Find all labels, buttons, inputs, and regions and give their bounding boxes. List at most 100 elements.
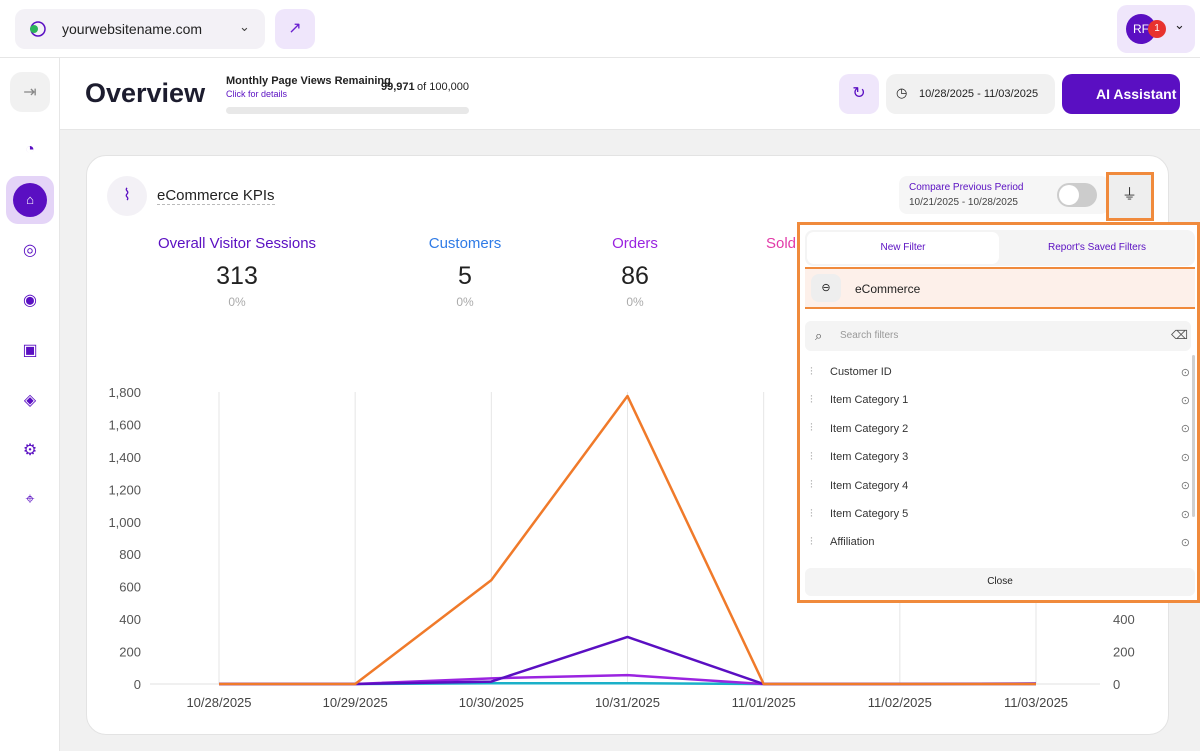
item-arrow: ⊙ — [1180, 536, 1190, 549]
tab-active[interactable]: New Filter — [807, 232, 999, 264]
nav-collapse[interactable]: ⇥ — [10, 72, 50, 112]
item-arrow: ⊙ — [1180, 394, 1190, 407]
kpi-change: 0% — [626, 295, 644, 309]
clear-icon[interactable]: ⌫ — [1171, 328, 1188, 342]
item-arrow: ⊙ — [1180, 480, 1190, 493]
item-icon: ⫶ — [810, 393, 813, 406]
x-tick-label: 10/29/2025 — [323, 695, 388, 710]
kpi: Customers 5 0% — [345, 235, 585, 309]
search-placeholder: Search filters — [840, 330, 899, 341]
y-tick-label: 800 — [119, 547, 141, 562]
nav-item[interactable]: ◈ — [23, 392, 37, 409]
open-site-button[interactable]: ↗ — [275, 9, 315, 49]
ai-assistant-button[interactable]: AI Assistant — [1062, 74, 1180, 114]
filter-item[interactable]: ⫶ Item Category 5 ⊙ — [810, 500, 1190, 528]
quota-bar — [226, 107, 469, 114]
series-line — [219, 394, 1036, 686]
item-label: Item Category 2 — [830, 422, 909, 435]
x-tick-label: 10/28/2025 — [186, 695, 251, 710]
nav-item[interactable]: ◎ — [23, 242, 37, 259]
y-tick-label: 600 — [119, 580, 141, 595]
page-header: Overview Monthly Page Views Remaining Cl… — [60, 58, 1200, 130]
y-tick-label: 1,800 — [108, 385, 141, 400]
filter-item[interactable]: ⫶ Customer ID ⊙ — [810, 358, 1190, 386]
nav-item[interactable]: ⌖ — [25, 491, 35, 508]
filter-panel: New Filter Report's Saved Filters ⊖ eCom… — [797, 222, 1200, 603]
kpi-value: 5 — [458, 262, 472, 290]
group-icon: ⊖ — [811, 274, 841, 302]
item-label: Item Category 4 — [830, 479, 909, 492]
filter-item[interactable]: ⫶ Item Category 4 ⊙ — [810, 472, 1190, 500]
tab[interactable]: Report's Saved Filters — [1047, 242, 1147, 253]
report-title: eCommerce KPIs — [157, 187, 275, 205]
y2-tick-label: 200 — [1113, 645, 1135, 660]
kpi-label: Overall Visitor Sessions — [157, 235, 317, 252]
quota-total: of 100,000 — [417, 81, 469, 93]
compare-range: 10/21/2025 - 10/28/2025 — [909, 197, 1018, 208]
nav-item[interactable]: ▣ — [22, 342, 38, 359]
y-tick-label: 1,400 — [108, 450, 141, 465]
account-menu[interactable]: RF 1 ⌄ — [1117, 5, 1195, 53]
nav-item[interactable]: ◔ — [25, 141, 35, 158]
x-tick-label: 10/30/2025 — [459, 695, 524, 710]
item-icon: ⫶ — [810, 507, 813, 520]
y-tick-label: 1,600 — [108, 417, 141, 432]
group-label: eCommerce — [855, 282, 921, 296]
item-icon: ⫶ — [810, 450, 813, 463]
compare-toggle[interactable]: Compare Previous Period 10/21/2025 - 10/… — [899, 176, 1109, 214]
close-button[interactable]: Close — [805, 568, 1195, 596]
tabs: New Filter Report's Saved Filters — [805, 230, 1195, 266]
nav-item-active[interactable]: ⌂ — [6, 176, 54, 224]
filter-item[interactable]: ⫶ Item Category 3 ⊙ — [810, 443, 1190, 471]
notification-badge: 1 — [1148, 20, 1166, 38]
quota-used: 99,971 — [381, 81, 415, 93]
chevron: ⌄ — [239, 19, 250, 34]
scrollbar — [1192, 355, 1195, 517]
site-name: yourwebsitename.com — [62, 21, 203, 37]
quota-link[interactable]: Click for details — [226, 89, 288, 99]
refresh-button[interactable]: ↻ — [839, 74, 879, 114]
nav-item[interactable]: ⚙ — [22, 442, 38, 459]
site-selector[interactable]: yourwebsitename.com ⌄ — [15, 9, 265, 49]
x-tick-label: 11/02/2025 — [868, 695, 932, 710]
x-tick-label: 11/03/2025 — [1004, 695, 1068, 710]
toggle[interactable] — [1057, 183, 1097, 207]
item-label: Item Category 1 — [830, 394, 909, 407]
filter-item[interactable]: ⫶ Item Category 2 ⊙ — [810, 415, 1190, 443]
item-arrow: ⊙ — [1180, 423, 1190, 436]
button-label: AI Assistant — [1096, 86, 1177, 102]
kpi: Orders 86 0% — [515, 235, 755, 309]
compare-label: Compare Previous Period — [909, 182, 1024, 193]
filter-button[interactable]: ⏚ — [1106, 172, 1154, 221]
date-picker[interactable]: ◷ 10/28/2025 - 11/03/2025 — [886, 74, 1055, 114]
page-title: Overview — [85, 78, 206, 108]
item-arrow: ⊙ — [1180, 451, 1190, 464]
filter-group[interactable]: ⊖ eCommerce — [805, 267, 1195, 309]
item-label: Affiliation — [830, 536, 875, 549]
nav-item[interactable]: ◉ — [23, 292, 37, 309]
top-bar: yourwebsitename.com ⌄ ↗ RF 1 ⌄ — [0, 0, 1200, 58]
y2-tick-label: 400 — [1113, 612, 1135, 627]
date-range: 10/28/2025 - 11/03/2025 — [919, 88, 1039, 100]
kpi: Overall Visitor Sessions 313 0% — [117, 235, 357, 309]
globe-icon — [30, 21, 46, 37]
report-icon[interactable]: ⌇ — [107, 176, 147, 216]
item-icon: ⫶ — [810, 365, 813, 378]
item-icon: ⫶ — [810, 535, 813, 548]
filter-item[interactable]: ⫶ Item Category 1 ⊙ — [810, 386, 1190, 414]
y-tick-label: 0 — [134, 677, 141, 692]
y2-tick-label: 0 — [1113, 677, 1120, 692]
chevron: ⌄ — [1174, 17, 1185, 32]
kpi-change: 0% — [456, 295, 474, 309]
item-label: Item Category 5 — [830, 508, 909, 520]
item-arrow: ⊙ — [1180, 508, 1190, 521]
kpi-label: Sold — [766, 235, 797, 252]
filter-item[interactable]: ⫶ Affiliation ⊙ — [810, 528, 1190, 556]
x-tick-label: 10/31/2025 — [595, 695, 660, 710]
search-box[interactable]: ⌕ Search filters ⌫ — [805, 321, 1191, 351]
y-tick-label: 400 — [119, 612, 141, 627]
kpi-value: 86 — [621, 262, 649, 290]
kpi-label: Customers — [428, 235, 502, 252]
